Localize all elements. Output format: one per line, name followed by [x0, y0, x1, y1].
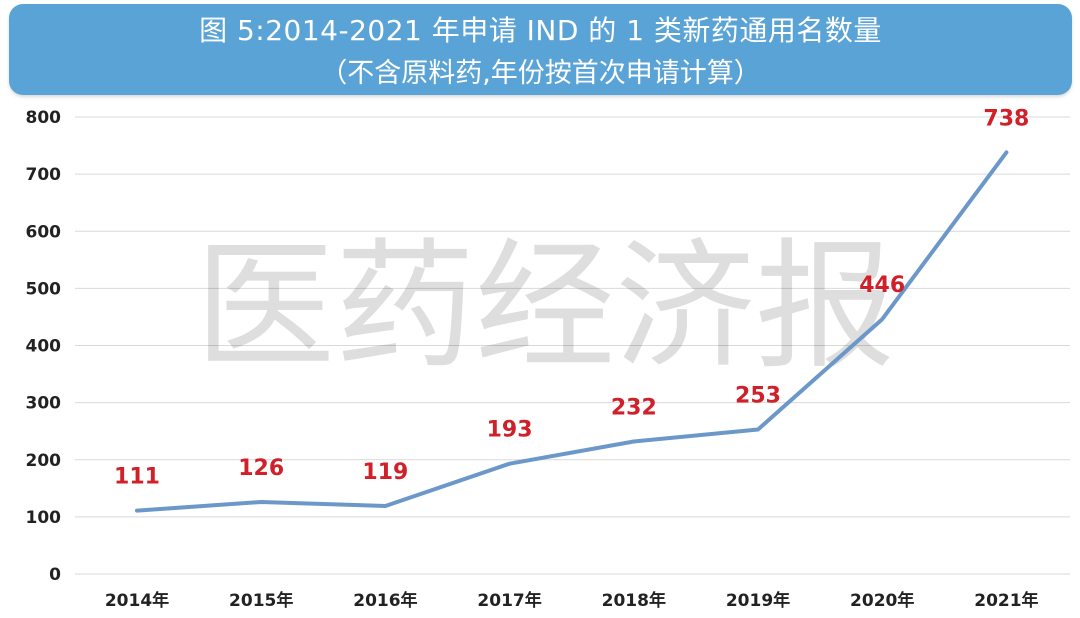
- y-tick-label: 0: [49, 565, 61, 585]
- x-axis-ticks: 2014年 2015年 2016年 2017年 2018年 2019年 2020年 2021年: [105, 590, 1039, 611]
- chart-subtitle: （不含原料药,年份按首次申请计算）: [320, 58, 761, 89]
- y-tick-label: 700: [26, 165, 62, 185]
- data-label: 738: [983, 106, 1029, 131]
- chart-title-banner: 图 5:2014-2021 年申请 IND 的 1 类新药通用名数量 （不含原料…: [9, 4, 1072, 95]
- series-polyline: [135, 150, 1009, 513]
- y-axis-ticks: 0 100 200 300 400 500 600 700 800: [26, 108, 62, 585]
- y-tick-label: 100: [26, 508, 62, 528]
- x-tick-label: 2017年: [477, 590, 541, 611]
- y-tick-label: 200: [26, 451, 62, 471]
- x-tick-label: 2020年: [850, 590, 914, 611]
- series-line: [135, 150, 1009, 513]
- y-tick-label: 400: [26, 337, 62, 357]
- data-label: 111: [114, 465, 160, 490]
- x-tick-label: 2016年: [353, 590, 417, 611]
- watermark: 医药经济报: [195, 226, 895, 389]
- data-label: 126: [238, 456, 284, 481]
- data-label: 446: [859, 273, 905, 298]
- y-tick-label: 800: [26, 108, 62, 128]
- x-tick-label: 2014年: [105, 590, 169, 611]
- data-labels: 111 126 119 193 232 253 446 738: [114, 106, 1029, 489]
- x-tick-label: 2015年: [229, 590, 293, 611]
- data-label: 119: [362, 460, 408, 485]
- y-tick-label: 600: [26, 222, 62, 242]
- y-tick-label: 500: [26, 279, 62, 299]
- x-tick-label: 2018年: [602, 590, 666, 611]
- x-tick-label: 2019年: [726, 590, 790, 611]
- data-label: 232: [611, 395, 657, 420]
- gridlines: [75, 116, 1070, 575]
- y-tick-label: 300: [26, 394, 62, 414]
- data-label: 193: [487, 418, 533, 443]
- data-label: 253: [735, 383, 781, 408]
- x-tick-label: 2021年: [974, 590, 1038, 611]
- chart-title: 图 5:2014-2021 年申请 IND 的 1 类新药通用名数量: [199, 14, 882, 47]
